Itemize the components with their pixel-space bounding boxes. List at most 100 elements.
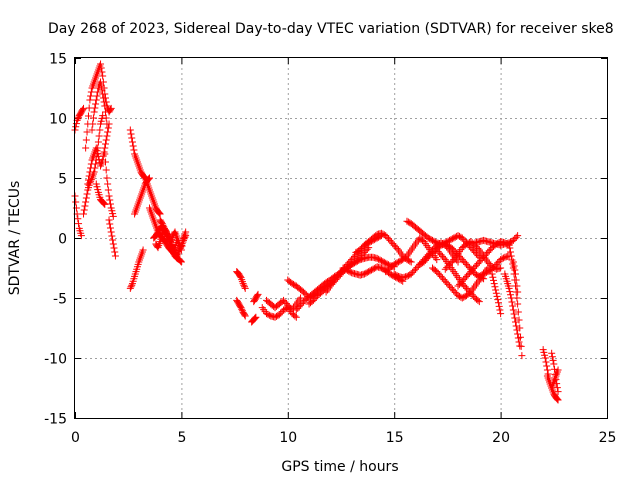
data-point-marker bbox=[498, 255, 506, 263]
data-point-marker bbox=[110, 244, 118, 252]
data-point-marker bbox=[109, 212, 117, 220]
chart-title: Day 268 of 2023, Sidereal Day-to-day VTE… bbox=[48, 21, 614, 37]
data-point-marker bbox=[461, 283, 469, 291]
data-point-marker bbox=[443, 279, 451, 287]
data-point-marker bbox=[160, 223, 168, 231]
data-point-marker bbox=[424, 234, 432, 242]
data-point-marker bbox=[393, 272, 401, 280]
data-point-marker bbox=[383, 260, 391, 268]
data-point-marker bbox=[360, 270, 368, 278]
data-point-marker bbox=[444, 280, 452, 288]
data-point-marker bbox=[406, 257, 414, 265]
data-point-marker bbox=[438, 274, 446, 282]
data-point-marker bbox=[80, 210, 88, 218]
data-point-marker bbox=[484, 248, 492, 256]
data-point-marker bbox=[407, 258, 415, 266]
data-point-marker bbox=[450, 246, 458, 254]
data-point-marker bbox=[458, 277, 466, 285]
data-point-marker bbox=[463, 260, 471, 268]
data-point-marker bbox=[82, 198, 90, 206]
data-point-marker bbox=[379, 258, 387, 266]
data-point-marker bbox=[176, 244, 184, 252]
data-point-marker bbox=[482, 268, 490, 276]
data-point-marker bbox=[107, 104, 115, 112]
y-tick-label: 10 bbox=[49, 112, 67, 128]
data-point-marker bbox=[155, 209, 163, 217]
data-point-marker bbox=[514, 288, 522, 296]
plot-frame bbox=[74, 57, 608, 419]
data-point-marker bbox=[467, 244, 475, 252]
data-point-marker bbox=[396, 257, 404, 265]
data-point-marker bbox=[495, 302, 503, 310]
data-point-marker bbox=[514, 232, 522, 240]
data-point-marker bbox=[443, 264, 451, 272]
data-point-marker bbox=[103, 120, 111, 128]
data-point-marker bbox=[463, 240, 471, 248]
data-point-marker bbox=[161, 226, 169, 234]
data-point-marker bbox=[470, 264, 478, 272]
data-point-marker bbox=[177, 241, 185, 249]
data-point-marker bbox=[159, 221, 167, 229]
data-point-marker bbox=[482, 250, 490, 258]
data-point-marker bbox=[507, 252, 515, 260]
x-tick-label: 20 bbox=[492, 430, 510, 446]
data-point-marker bbox=[126, 284, 134, 292]
data-point-marker bbox=[511, 318, 519, 326]
data-point-marker bbox=[515, 338, 523, 346]
data-point-marker bbox=[392, 260, 400, 268]
data-point-marker bbox=[454, 292, 462, 300]
data-point-marker bbox=[72, 120, 80, 128]
data-point-marker bbox=[346, 268, 354, 276]
data-point-marker bbox=[485, 247, 493, 255]
data-point-marker bbox=[490, 280, 498, 288]
data-point-marker bbox=[111, 252, 119, 260]
data-point-marker bbox=[295, 303, 303, 311]
data-point-marker bbox=[463, 284, 471, 292]
data-point-marker bbox=[335, 272, 343, 280]
data-point-marker bbox=[333, 274, 341, 282]
data-point-marker bbox=[328, 280, 336, 288]
data-point-marker bbox=[369, 265, 377, 273]
data-point-marker bbox=[494, 299, 502, 307]
data-point-marker bbox=[548, 353, 556, 361]
data-point-marker bbox=[404, 218, 412, 226]
data-point-marker bbox=[490, 276, 498, 284]
data-point-marker bbox=[165, 234, 173, 242]
data-point-marker bbox=[438, 252, 446, 260]
data-point-marker bbox=[434, 248, 442, 256]
data-point-marker bbox=[419, 236, 427, 244]
data-point-marker bbox=[464, 262, 472, 270]
data-point-marker bbox=[158, 220, 166, 228]
grid-lines bbox=[75, 58, 607, 418]
data-point-marker bbox=[102, 136, 110, 144]
data-point-marker bbox=[497, 256, 505, 264]
data-point-marker bbox=[265, 311, 273, 319]
data-point-marker bbox=[375, 255, 383, 263]
data-point-marker bbox=[447, 236, 455, 244]
data-point-marker bbox=[128, 134, 136, 142]
data-point-marker bbox=[509, 302, 517, 310]
data-point-marker bbox=[446, 236, 454, 244]
data-point-marker bbox=[253, 292, 261, 300]
data-point-marker bbox=[394, 258, 402, 266]
data-point-marker bbox=[352, 248, 360, 256]
data-point-marker bbox=[109, 236, 117, 244]
data-point-marker bbox=[454, 258, 462, 266]
data-point-marker bbox=[433, 256, 441, 264]
data-point-marker bbox=[84, 180, 92, 188]
data-point-marker bbox=[329, 279, 337, 287]
data-point-marker bbox=[491, 283, 499, 291]
data-point-marker bbox=[370, 264, 378, 272]
data-point-marker bbox=[108, 232, 116, 240]
data-point-marker bbox=[355, 256, 363, 264]
y-tick-label: -15 bbox=[44, 412, 67, 428]
data-point-marker bbox=[92, 100, 100, 108]
data-point-marker bbox=[508, 298, 516, 306]
data-point-marker bbox=[252, 313, 260, 321]
data-point-marker bbox=[427, 236, 435, 244]
data-point-marker bbox=[140, 172, 148, 180]
data-point-marker bbox=[74, 215, 82, 223]
data-point-marker bbox=[460, 276, 468, 284]
data-point-marker bbox=[420, 258, 428, 266]
data-point-marker bbox=[390, 241, 398, 249]
